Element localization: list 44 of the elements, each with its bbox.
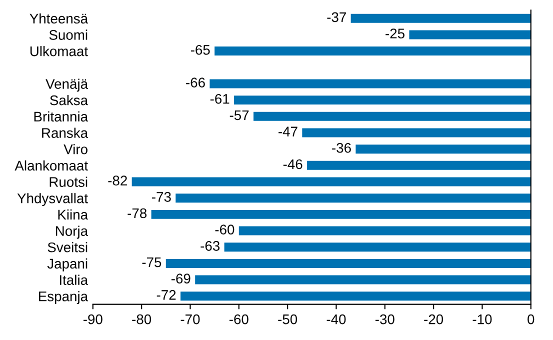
data-label: -78 (128, 208, 147, 218)
data-label: -65 (190, 44, 210, 55)
data-label: -60 (215, 224, 234, 235)
y-tick-label: Sveitsi (48, 242, 88, 252)
y-tick-label: Ruotsi (50, 176, 88, 187)
data-label: -82 (108, 176, 127, 186)
y-tick-label: Britannia (34, 111, 88, 122)
y-tick-label: Kiina (58, 209, 88, 220)
y-tick-label: Suomi (49, 30, 88, 40)
x-tick-label: -30 (375, 314, 394, 324)
data-label: -57 (230, 110, 249, 120)
data-label: -73 (152, 192, 171, 202)
y-tick-label: Saksa (50, 95, 88, 106)
data-label: -66 (186, 78, 205, 88)
data-label: -36 (332, 142, 351, 153)
data-label: -47 (278, 126, 298, 136)
y-tick-label: Norja (56, 226, 88, 239)
y-tick-label: Yhteensä (30, 13, 88, 24)
x-tick-label: -60 (229, 314, 248, 324)
x-tick-label: -50 (278, 314, 298, 324)
data-label: -63 (200, 241, 220, 251)
y-tick-label: Ulkomaat (30, 46, 88, 56)
y-tick-label: Alankomaat (14, 160, 88, 171)
data-label: -37 (327, 12, 346, 22)
x-tick-label: -10 (472, 314, 492, 324)
data-label: -46 (283, 159, 302, 170)
y-tick-label: Espanja (38, 291, 88, 304)
data-label: -25 (386, 28, 404, 38)
y-tick-label: Viro (64, 144, 88, 154)
x-tick-label: 0 (528, 314, 534, 324)
data-label: -75 (142, 257, 162, 268)
data-label: -72 (156, 290, 176, 300)
x-tick-label: -40 (326, 314, 346, 324)
x-tick-label: -70 (180, 314, 200, 324)
x-tick-label: -90 (83, 314, 102, 324)
x-tick-label: -80 (132, 314, 152, 324)
y-tick-label: Ranska (42, 128, 88, 138)
y-tick-label: Japani (47, 258, 88, 272)
data-label: -69 (171, 274, 190, 284)
y-tick-label: Italia (60, 274, 88, 285)
y-tick-label: Yhdysvallat (17, 193, 88, 206)
y-tick-label: Venäjä (46, 78, 88, 92)
data-label: -61 (210, 94, 230, 104)
x-tick-label: -20 (424, 314, 444, 324)
